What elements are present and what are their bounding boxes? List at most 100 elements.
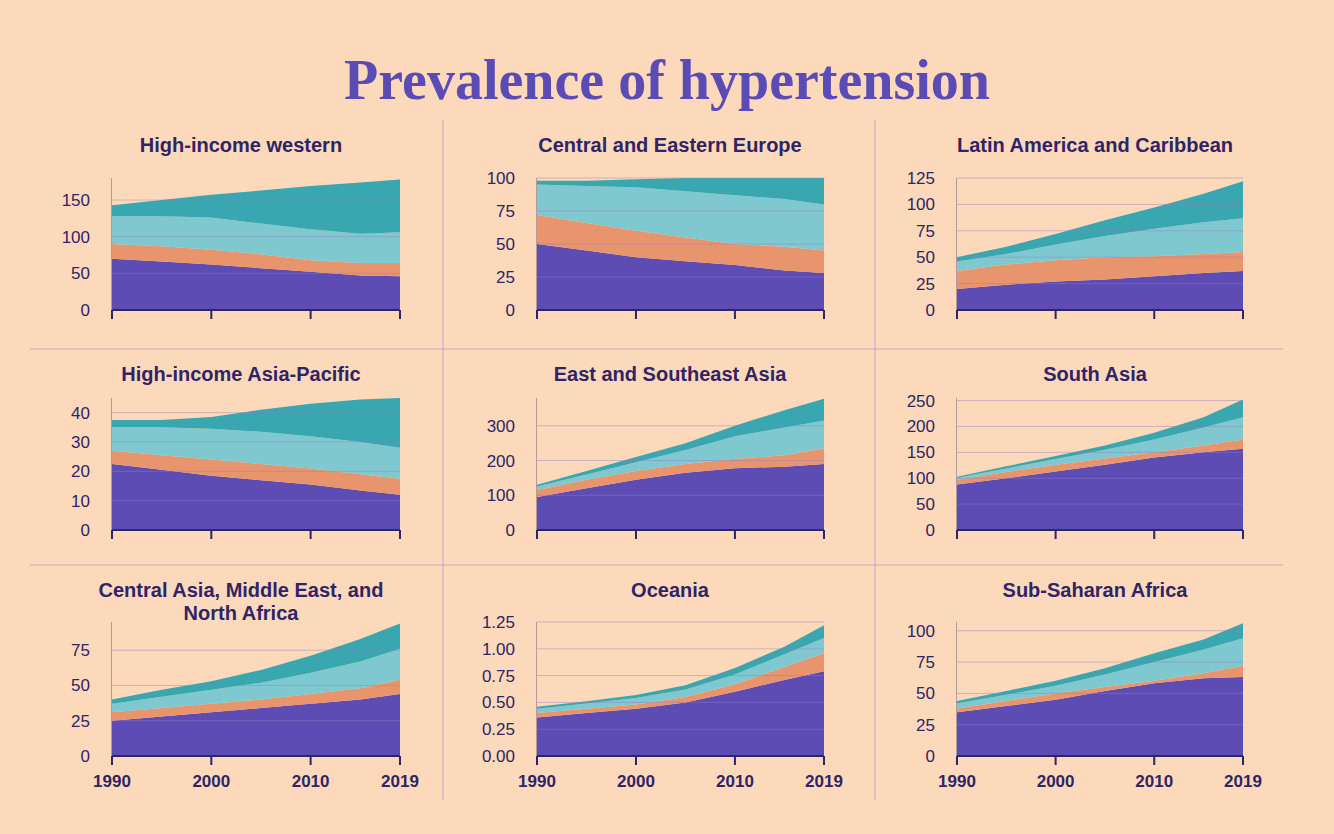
y-tick-label: 0 bbox=[926, 301, 935, 320]
y-axis-line bbox=[111, 178, 112, 310]
grid-line bbox=[957, 478, 1243, 479]
x-tick bbox=[823, 530, 825, 539]
area-series bbox=[957, 181, 1243, 261]
x-tick bbox=[734, 756, 736, 765]
grid-line bbox=[112, 442, 400, 443]
panel-title: Central Asia, Middle East, and North Afr… bbox=[76, 579, 406, 625]
y-tick-label: 100 bbox=[907, 622, 935, 641]
y-axis-line bbox=[111, 398, 112, 530]
x-tick-label: 2000 bbox=[192, 772, 230, 791]
grid-line bbox=[957, 426, 1243, 427]
x-tick bbox=[111, 530, 113, 539]
x-tick bbox=[310, 530, 312, 539]
x-tick bbox=[111, 310, 113, 319]
grid-line bbox=[957, 452, 1243, 453]
divider bbox=[875, 120, 876, 800]
x-tick bbox=[310, 310, 312, 319]
grid-line bbox=[957, 724, 1243, 725]
areas bbox=[112, 179, 400, 310]
x-tick bbox=[1055, 756, 1057, 765]
y-tick-label: 75 bbox=[916, 653, 935, 672]
panel-title: Central and Eastern Europe bbox=[505, 134, 835, 157]
x-tick bbox=[536, 310, 538, 319]
main-title: Prevalence of hypertension bbox=[0, 48, 1334, 112]
y-tick-label: 200 bbox=[907, 417, 935, 436]
chart-canvas: 0501001500255075100025507510012501020304… bbox=[0, 0, 1334, 834]
y-tick-label: 50 bbox=[71, 676, 90, 695]
panel-title: High-income Asia-Pacific bbox=[76, 363, 406, 386]
y-tick-label: 75 bbox=[71, 641, 90, 660]
x-axis-line bbox=[957, 529, 1243, 531]
area-series bbox=[112, 623, 400, 703]
y-axis-line bbox=[536, 398, 537, 530]
y-tick-label: 100 bbox=[62, 228, 90, 247]
grid-line bbox=[537, 495, 824, 496]
panel: 02550751001990200020102019 bbox=[907, 622, 1262, 791]
y-axis-line bbox=[536, 178, 537, 310]
y-tick-label: 0 bbox=[926, 521, 935, 540]
panel-title: South Asia bbox=[930, 363, 1260, 386]
y-axis-line bbox=[111, 622, 112, 756]
x-axis-line bbox=[112, 309, 400, 311]
panel: 0100200300 bbox=[487, 398, 824, 540]
panel-title: East and Southeast Asia bbox=[505, 363, 835, 386]
y-tick-label: 1.25 bbox=[482, 613, 515, 632]
grid-line bbox=[537, 178, 824, 179]
grid-line bbox=[112, 200, 400, 201]
y-axis-line bbox=[956, 178, 957, 310]
x-tick-label: 2019 bbox=[1224, 772, 1262, 791]
x-tick bbox=[1242, 530, 1244, 539]
grid-line bbox=[957, 504, 1243, 505]
x-tick bbox=[635, 756, 637, 765]
y-tick-label: 50 bbox=[916, 684, 935, 703]
x-tick bbox=[399, 530, 401, 539]
area-series bbox=[112, 179, 400, 233]
y-tick-label: 100 bbox=[487, 486, 515, 505]
x-tick bbox=[1242, 310, 1244, 319]
x-tick bbox=[1242, 756, 1244, 765]
x-tick-label: 1990 bbox=[93, 772, 131, 791]
divider bbox=[30, 349, 1283, 350]
grid-line bbox=[537, 648, 824, 649]
y-tick-label: 150 bbox=[907, 443, 935, 462]
y-axis-line bbox=[956, 622, 957, 756]
grid-line bbox=[957, 283, 1243, 284]
divider bbox=[30, 565, 1283, 566]
x-tick bbox=[210, 756, 212, 765]
grid-line bbox=[537, 425, 824, 426]
y-tick-label: 0 bbox=[506, 301, 515, 320]
x-tick bbox=[536, 756, 538, 765]
y-tick-label: 150 bbox=[62, 191, 90, 210]
x-tick-label: 2019 bbox=[381, 772, 419, 791]
x-tick bbox=[210, 310, 212, 319]
y-tick-label: 300 bbox=[487, 417, 515, 436]
x-tick-label: 2010 bbox=[292, 772, 330, 791]
grid-line bbox=[112, 471, 400, 472]
y-tick-label: 50 bbox=[916, 495, 935, 514]
x-tick bbox=[956, 756, 958, 765]
x-tick bbox=[823, 310, 825, 319]
x-tick bbox=[635, 530, 637, 539]
x-tick bbox=[956, 310, 958, 319]
grid-line bbox=[957, 400, 1243, 401]
y-tick-label: 20 bbox=[71, 462, 90, 481]
grid-line bbox=[957, 257, 1243, 258]
y-tick-label: 0.50 bbox=[482, 693, 515, 712]
grid-line bbox=[957, 230, 1243, 231]
areas bbox=[112, 398, 400, 530]
y-axis-line bbox=[956, 398, 957, 530]
area-series bbox=[957, 252, 1243, 289]
area-series bbox=[537, 399, 824, 487]
grid-line bbox=[537, 211, 824, 212]
panel-title: High-income western bbox=[76, 134, 406, 157]
y-tick-label: 0.75 bbox=[482, 667, 515, 686]
y-tick-label: 25 bbox=[71, 712, 90, 731]
y-tick-label: 50 bbox=[71, 264, 90, 283]
grid-line bbox=[112, 236, 400, 237]
y-tick-label: 40 bbox=[71, 404, 90, 423]
area-series bbox=[537, 178, 824, 204]
x-tick-label: 2019 bbox=[805, 772, 843, 791]
areas bbox=[537, 625, 824, 756]
grid-line bbox=[112, 273, 400, 274]
y-tick-label: 200 bbox=[487, 452, 515, 471]
